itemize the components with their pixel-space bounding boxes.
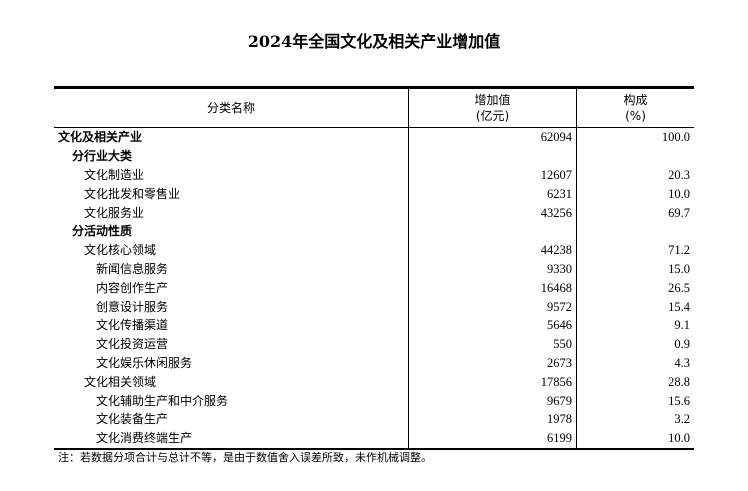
header-share-unit: (%) xyxy=(625,109,646,123)
table-row: 文化及相关产业 62094 100.0 xyxy=(54,127,694,147)
row-name: 分活动性质 xyxy=(54,221,409,241)
row-name: 新闻信息服务 xyxy=(54,259,409,279)
row-value: 43256 xyxy=(408,203,577,222)
row-share: 4.3 xyxy=(674,355,690,370)
row-value: 9572 xyxy=(408,297,577,316)
header-value-label: 增加值 xyxy=(474,93,511,107)
header-row: 分类名称 增加值 (亿元) 构成 (%) xyxy=(54,87,694,128)
row-name: 文化相关领域 xyxy=(54,372,409,392)
footnote: 注：若数据分项合计与总计不等，是由于数值舍入误差所致，未作机械调整。 xyxy=(58,451,432,464)
page-title: 2024年全国文化及相关产业增加值 xyxy=(247,32,501,51)
row-share: 15.4 xyxy=(668,299,690,314)
table-row: 文化相关领域 17856 28.8 xyxy=(54,372,694,392)
table-row: 文化核心领域 44238 71.2 xyxy=(54,240,694,260)
row-name: 文化消费终端生产 xyxy=(54,428,409,449)
row-name: 文化批发和零售业 xyxy=(54,184,409,204)
row-share: 71.2 xyxy=(668,243,690,258)
row-value xyxy=(408,221,577,241)
row-share: 3.2 xyxy=(674,412,690,427)
row-share: 10.0 xyxy=(668,186,690,201)
table-row: 文化批发和零售业 6231 10.0 xyxy=(54,184,694,204)
header-value: 增加值 (亿元) xyxy=(408,87,577,128)
row-share: 15.6 xyxy=(668,393,690,408)
table-row: 分活动性质 xyxy=(54,221,695,241)
row-name: 文化传播渠道 xyxy=(54,315,409,335)
row-name: 文化核心领域 xyxy=(54,240,409,260)
table-row: 文化制造业 12607 20.3 xyxy=(54,165,694,185)
header-share-label: 构成 xyxy=(623,93,648,107)
row-share: 10.0 xyxy=(668,431,690,446)
table-row: 分行业大类 xyxy=(54,146,695,166)
row-value: 6199 xyxy=(408,428,577,449)
table-row: 新闻信息服务 9330 15.0 xyxy=(54,259,694,279)
table-row: 文化装备生产 1978 3.2 xyxy=(54,409,694,429)
row-value: 6231 xyxy=(408,184,577,204)
row-value: 62094 xyxy=(408,127,577,147)
row-value: 9679 xyxy=(408,391,577,410)
row-share: 15.0 xyxy=(668,261,690,276)
table-row: 文化传播渠道 5646 9.1 xyxy=(54,315,694,335)
table-row: 文化投资运营 550 0.9 xyxy=(54,334,694,354)
data-table: 分类名称 增加值 (亿元) 构成 (%) 文化及相关产业 62094 100.0 分行业大… xyxy=(54,86,694,450)
table-row: 内容创作生产 16468 26.5 xyxy=(54,278,694,298)
row-share: 0.9 xyxy=(674,337,690,352)
row-name: 文化制造业 xyxy=(54,165,409,185)
header-share: 构成 (%) xyxy=(576,87,694,128)
row-share xyxy=(577,147,695,166)
row-share: 26.5 xyxy=(668,280,690,295)
row-name: 创意设计服务 xyxy=(54,297,409,316)
row-value: 12607 xyxy=(408,165,577,185)
row-share xyxy=(577,222,695,241)
row-share: 100.0 xyxy=(661,130,690,145)
table-row: 文化辅助生产和中介服务 9679 15.6 xyxy=(54,391,694,410)
row-value xyxy=(408,146,577,166)
table-row: 文化消费终端生产 6199 10.0 xyxy=(54,428,694,449)
row-share: 20.3 xyxy=(668,167,690,182)
row-value: 1978 xyxy=(408,409,577,429)
row-name: 文化投资运营 xyxy=(54,334,409,354)
row-name: 分行业大类 xyxy=(54,146,409,166)
row-value: 16468 xyxy=(408,278,577,298)
row-share: 69.7 xyxy=(668,205,690,220)
row-value: 44238 xyxy=(408,240,577,260)
table-row: 创意设计服务 9572 15.4 xyxy=(54,297,694,316)
table-row: 文化娱乐休闲服务 2673 4.3 xyxy=(54,353,694,373)
row-share: 28.8 xyxy=(668,374,690,389)
row-name: 文化服务业 xyxy=(54,203,409,222)
row-value: 17856 xyxy=(408,372,577,392)
row-name: 文化辅助生产和中介服务 xyxy=(54,391,409,410)
row-share: 9.1 xyxy=(674,318,690,333)
row-name: 文化装备生产 xyxy=(54,409,409,429)
row-value: 550 xyxy=(408,334,577,354)
table-row: 文化服务业 43256 69.7 xyxy=(54,203,694,222)
row-value: 9330 xyxy=(408,259,577,279)
row-value: 2673 xyxy=(408,353,577,373)
header-value-unit: (亿元) xyxy=(475,109,510,123)
header-name: 分类名称 xyxy=(54,87,409,128)
row-name: 文化及相关产业 xyxy=(54,127,409,147)
row-name: 文化娱乐休闲服务 xyxy=(54,353,409,373)
row-name: 内容创作生产 xyxy=(54,278,409,298)
row-value: 5646 xyxy=(408,315,577,335)
